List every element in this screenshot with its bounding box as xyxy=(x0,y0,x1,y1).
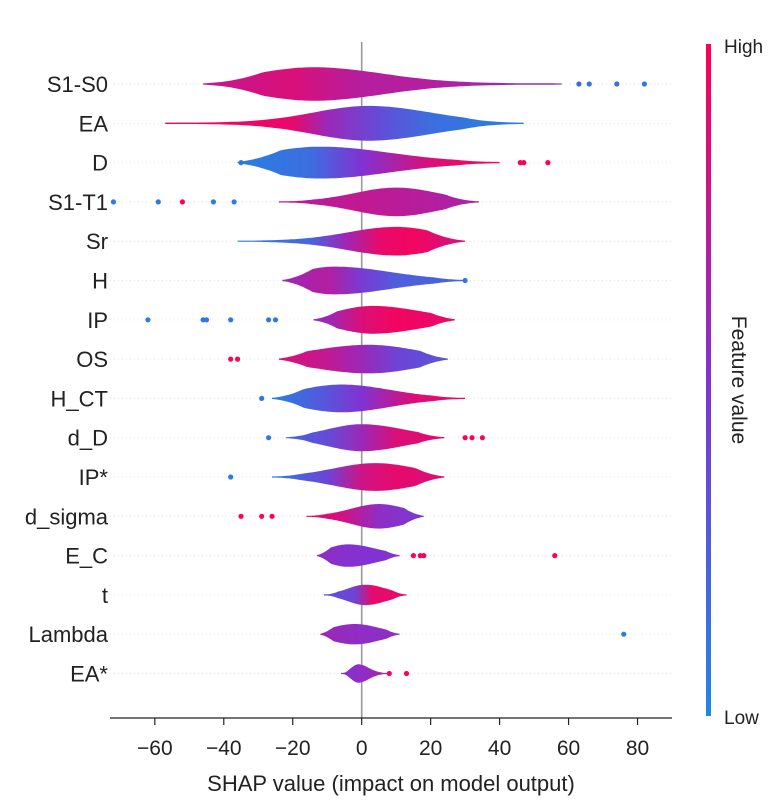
violin-d_sigma xyxy=(306,504,424,529)
outlier-point xyxy=(421,553,427,559)
x-tick-label: −20 xyxy=(275,737,311,760)
feature-label: H xyxy=(92,269,108,294)
feature-label: d_sigma xyxy=(25,504,109,529)
outlier-point xyxy=(228,356,234,362)
feature-label: Sr xyxy=(86,229,108,254)
outlier-point xyxy=(576,81,582,87)
feature-label: H_CT xyxy=(51,386,108,411)
violin-EA xyxy=(165,105,524,141)
feature-label: OS xyxy=(76,347,108,372)
feature-label: D xyxy=(92,151,108,176)
violin-IP* xyxy=(272,463,445,491)
x-tick-label: 20 xyxy=(419,737,442,760)
violin-H_CT xyxy=(272,384,466,413)
colorbar-title: Feature value xyxy=(727,316,750,444)
violin-H xyxy=(282,266,466,295)
outlier-point xyxy=(228,474,234,480)
outlier-point xyxy=(614,81,620,87)
feature-labels: S1-S0 EA D S1-T1 Sr H IP OS H_CT d_D IP* d_sigma E_C… xyxy=(25,72,109,687)
outlier-point xyxy=(403,670,410,677)
outlier-point xyxy=(479,435,485,441)
x-tick-label: 60 xyxy=(557,737,580,760)
x-tick-label: −40 xyxy=(206,737,242,760)
x-axis-title: SHAP value (impact on model output) xyxy=(207,771,575,796)
violin-S1-S0 xyxy=(203,67,562,101)
outlier-point xyxy=(259,395,265,401)
violin-S1-T1 xyxy=(278,187,479,217)
outlier-point xyxy=(521,160,527,166)
feature-label: S1-T1 xyxy=(48,190,108,215)
violin-Sr xyxy=(237,226,466,256)
violin-d_D xyxy=(285,424,445,452)
x-tick-label: 0 xyxy=(356,737,368,760)
outlier-point xyxy=(145,317,151,323)
gridlines xyxy=(110,83,672,674)
outlier-point xyxy=(203,317,210,323)
feature-label: S1-S0 xyxy=(47,72,108,97)
outlier-point xyxy=(231,199,237,205)
outlier-point xyxy=(228,317,234,323)
outlier-point xyxy=(462,277,468,284)
outlier-point xyxy=(259,513,265,519)
colorbar-high-label: High xyxy=(724,37,763,58)
violin-IP xyxy=(313,305,455,334)
violins xyxy=(165,67,562,683)
feature-label: E_C xyxy=(65,544,108,569)
violin-t xyxy=(323,584,407,606)
violin-D xyxy=(237,146,500,179)
x-ticks: −60 −40 −20 0 20 40 60 80 xyxy=(137,718,649,760)
feature-label: Lambda xyxy=(28,622,108,647)
outlier-point xyxy=(552,553,558,559)
outlier-point xyxy=(210,199,217,205)
outlier-point xyxy=(410,553,417,559)
outlier-point xyxy=(621,631,627,637)
x-tick-label: 40 xyxy=(488,737,511,760)
outlier-point xyxy=(110,199,117,205)
outlier-point xyxy=(269,513,275,519)
feature-label: t xyxy=(102,583,108,608)
feature-label: EA xyxy=(79,111,109,136)
feature-label: IP* xyxy=(79,465,109,490)
feature-label: EA* xyxy=(70,662,108,687)
outlier-point xyxy=(155,199,161,205)
colorbar-gradient xyxy=(706,44,711,716)
outlier-point xyxy=(272,317,279,323)
outlier-point xyxy=(238,513,244,519)
outlier-point xyxy=(641,81,648,87)
violin-OS xyxy=(278,344,448,374)
violin-EA* xyxy=(341,664,390,683)
outlier-point xyxy=(462,435,468,441)
outlier-point xyxy=(586,81,592,87)
violin-E_C xyxy=(316,544,400,567)
x-tick-label: 80 xyxy=(626,737,649,760)
outlier-point xyxy=(238,160,244,166)
outliers xyxy=(110,81,648,677)
outlier-point xyxy=(179,199,186,205)
outlier-point xyxy=(266,435,272,441)
colorbar-low-label: Low xyxy=(724,708,759,729)
outlier-point xyxy=(386,670,392,677)
colorbar: High Low Feature value xyxy=(706,37,763,729)
outlier-point xyxy=(266,317,272,323)
feature-label: d_D xyxy=(68,426,108,451)
outlier-point xyxy=(469,435,475,441)
violin-Lambda xyxy=(320,624,400,645)
outlier-point xyxy=(234,356,241,362)
x-tick-label: −60 xyxy=(137,737,173,760)
outlier-point xyxy=(545,160,551,166)
feature-label: IP xyxy=(87,308,108,333)
